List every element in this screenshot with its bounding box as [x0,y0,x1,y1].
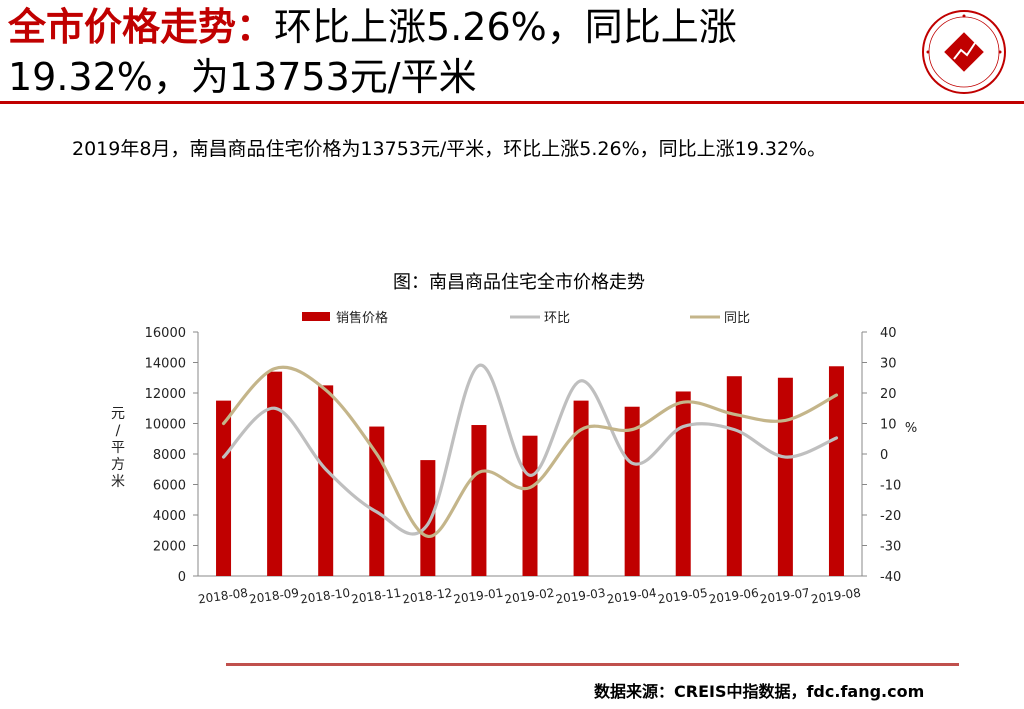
bar-sales-price [624,406,640,576]
line-yoy [221,365,839,538]
bar-sales-price [471,425,487,576]
x-tick-label: 2019-07 [759,586,811,607]
logo-trend-mark [953,42,976,60]
x-tick-label: 2019-08 [810,586,862,607]
y-tick-label: 12000 [145,387,186,402]
y2-tick-label: -30 [880,540,901,555]
y2-tick-label: -40 [880,570,901,585]
y2-tick-label: 0 [880,448,888,463]
bar-sales-price [726,376,742,576]
bar-sales-price [675,391,691,576]
china-index-academy-logo [922,10,1006,94]
logo-dot-left [926,50,930,54]
x-tick-label: 2019-05 [657,586,709,607]
title-highlight: 全市价格走势： [8,5,275,49]
page-title: 全市价格走势：环比上涨5.26%，同比上涨 19.32%，为13753元/平米 [8,2,908,102]
y-axis-title-char: 元 [111,406,125,422]
x-tick-label: 2018-08 [197,586,249,607]
x-tick-label: 2019-02 [504,586,556,607]
y2-tick-label: 40 [880,326,897,341]
summary-text: 2019年8月，南昌商品住宅价格为13753元/平米，环比上涨5.26%，同比上… [72,138,827,160]
bar-sales-price [318,385,334,576]
y-tick-label: 8000 [153,448,186,463]
x-tick-label: 2018-09 [248,586,300,607]
y2-axis-title: % [905,421,917,436]
logo-dot-top [962,14,966,18]
bar-sales-price [267,371,283,576]
x-tick-label: 2018-10 [299,586,351,607]
x-tick-label: 2018-12 [401,586,453,607]
bar-sales-price [420,460,436,576]
bar-sales-price [216,400,232,576]
y-axis-title-char: 米 [111,474,125,490]
bar-sales-price [369,426,385,576]
legend-label-1: 环比 [544,311,570,326]
x-tick-label: 2019-04 [606,586,658,607]
legend-swatch-0 [302,312,330,321]
y2-tick-label: 30 [880,357,897,372]
bar-sales-price [828,366,844,576]
chart-title: 图：南昌商品住宅全市价格走势 [393,272,645,293]
line-mom [221,363,839,536]
y-axis-title-char: / [116,423,121,439]
y-tick-label: 0 [178,570,186,585]
bar-sales-price [573,400,589,576]
logo-dot-right [998,50,1002,54]
y-tick-label: 2000 [153,540,186,555]
legend-label-0: 销售价格 [336,310,388,326]
x-tick-label: 2019-01 [453,586,505,607]
data-source: 数据来源：CREIS中指数据，fdc.fang.com [594,682,925,701]
bar-sales-price [777,377,793,576]
x-tick-label: 2019-03 [555,586,607,607]
bar-sales-price [522,435,538,576]
x-tick-label: 2018-11 [350,586,402,607]
y2-tick-label: -20 [880,509,901,524]
y2-tick-label: 10 [880,418,897,433]
y-tick-label: 16000 [145,326,186,341]
footer-divider [226,663,959,666]
y-tick-label: 4000 [153,509,186,524]
y-axis-title-char: 方 [111,457,125,473]
y-axis-title-char: 平 [111,440,125,456]
y2-tick-label: -10 [880,479,901,494]
x-tick-label: 2019-06 [708,586,760,607]
title-divider [0,101,1024,104]
y-tick-label: 6000 [153,479,186,494]
title-line1-rest: 环比上涨5.26%，同比上涨 [274,5,737,49]
legend-label-2: 同比 [724,311,750,326]
y2-tick-label: 20 [880,387,897,402]
y-tick-label: 14000 [145,357,186,372]
y-tick-label: 10000 [145,418,186,433]
title-line2: 19.32%，为13753元/平米 [8,55,477,99]
